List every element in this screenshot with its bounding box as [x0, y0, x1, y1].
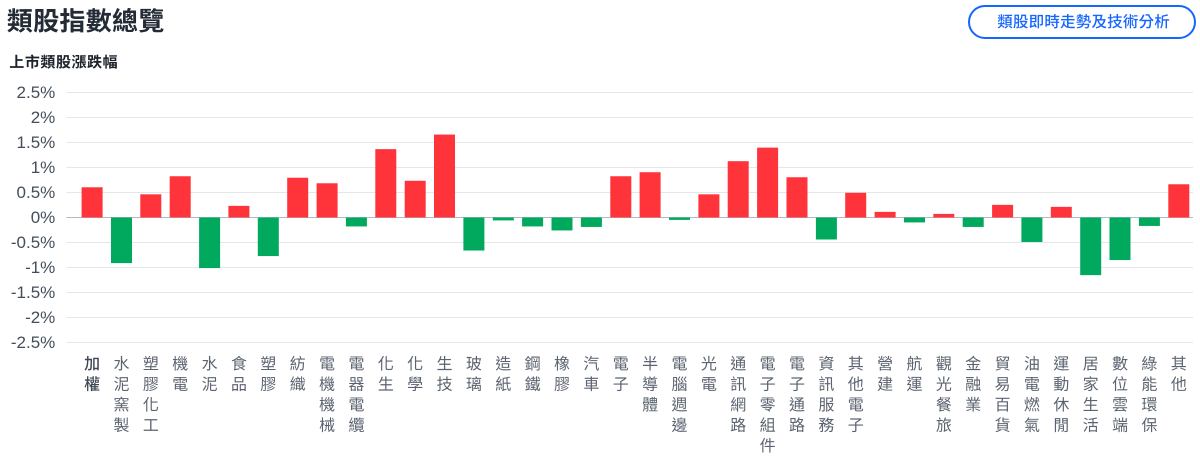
- svg-text:1.5%: 1.5%: [17, 133, 56, 152]
- svg-text:2.5%: 2.5%: [17, 83, 56, 102]
- svg-text:-1%: -1%: [25, 258, 55, 277]
- svg-text:0.5%: 0.5%: [17, 183, 56, 202]
- svg-text:1%: 1%: [31, 158, 56, 177]
- svg-text:-0.5%: -0.5%: [11, 233, 55, 252]
- svg-text:0%: 0%: [31, 208, 56, 227]
- svg-text:-2.5%: -2.5%: [11, 333, 55, 352]
- svg-text:-2%: -2%: [25, 308, 55, 327]
- svg-text:-1.5%: -1.5%: [11, 283, 55, 302]
- svg-text:2%: 2%: [31, 108, 56, 127]
